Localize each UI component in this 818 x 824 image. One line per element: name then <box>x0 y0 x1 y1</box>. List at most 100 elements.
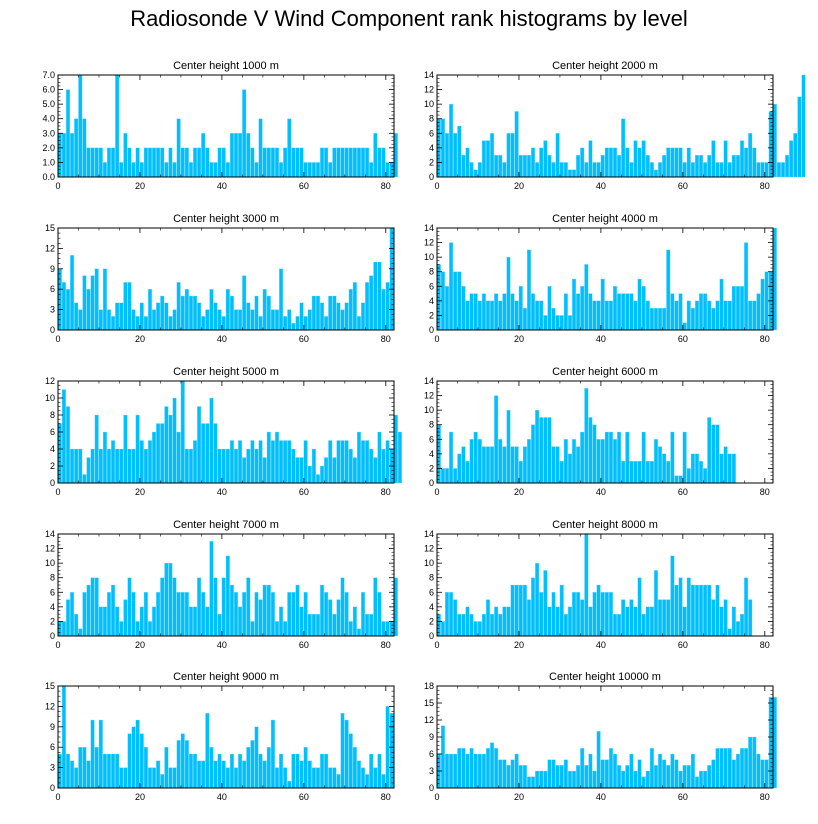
bar <box>324 592 329 637</box>
x-tick-label: 0 <box>55 487 60 497</box>
bar <box>572 770 576 789</box>
bar <box>315 295 320 331</box>
x-tick-label: 20 <box>514 334 524 344</box>
y-tick-label: 3.0 <box>42 128 55 138</box>
bar <box>518 460 523 484</box>
bar <box>344 147 349 178</box>
bar <box>361 302 365 331</box>
bar <box>193 753 197 789</box>
bar <box>160 295 165 331</box>
x-tick-label: 80 <box>760 334 770 344</box>
bar <box>498 439 503 484</box>
bar <box>473 169 478 178</box>
bar <box>465 460 470 484</box>
bar <box>111 584 116 637</box>
bar <box>184 592 189 637</box>
bar <box>608 748 613 789</box>
bar <box>340 713 345 789</box>
bar <box>172 309 177 331</box>
bar <box>727 300 732 331</box>
bar <box>793 133 798 178</box>
bar <box>596 584 601 637</box>
bar <box>258 118 263 178</box>
bar <box>703 584 708 637</box>
bar <box>658 307 663 331</box>
bar <box>328 767 333 789</box>
bar <box>205 309 210 331</box>
y-tick-label: 14 <box>424 223 434 233</box>
bar <box>98 309 103 331</box>
bar <box>506 409 511 484</box>
bar <box>332 767 337 789</box>
bar <box>490 133 495 178</box>
bar <box>715 424 720 484</box>
bar <box>234 448 238 484</box>
bar <box>320 584 324 637</box>
bar <box>94 577 99 637</box>
bar <box>287 309 292 331</box>
bar <box>156 147 161 178</box>
y-tick-label: 12 <box>424 544 434 554</box>
panel-2: Center height 2000 m 0 2 4 6 8 10 12 14 0 20 40 60 80 <box>424 60 806 191</box>
bar <box>361 767 365 789</box>
bar <box>246 747 251 789</box>
bar <box>494 606 499 637</box>
bar <box>238 440 243 484</box>
bar <box>502 759 507 789</box>
x-tick-label: 60 <box>299 640 309 650</box>
bar <box>119 302 124 331</box>
bar <box>695 453 699 484</box>
bar <box>217 753 222 789</box>
bar <box>78 747 83 789</box>
bar <box>621 293 626 331</box>
bar <box>193 440 197 484</box>
bar <box>70 760 75 789</box>
bar <box>188 753 193 789</box>
bar <box>555 765 560 789</box>
bar <box>637 577 642 637</box>
bar <box>115 606 120 637</box>
bar <box>82 592 87 637</box>
bar <box>315 162 320 178</box>
bar <box>559 584 564 637</box>
bar <box>262 457 267 484</box>
bar <box>445 592 449 637</box>
bar <box>275 767 279 789</box>
bar <box>258 440 263 484</box>
bar <box>617 293 622 331</box>
bar <box>324 147 329 178</box>
bar <box>98 719 103 789</box>
bar <box>678 770 683 789</box>
bar <box>115 302 120 331</box>
bar <box>707 300 712 331</box>
y-tick-label: 4.0 <box>42 114 55 124</box>
bar <box>377 261 382 331</box>
bar <box>119 621 124 637</box>
bar <box>266 147 271 178</box>
bar <box>625 431 630 484</box>
x-tick-label: 0 <box>434 487 439 497</box>
bar <box>662 154 667 178</box>
bar <box>74 118 79 178</box>
y-tick-label: 8 <box>50 573 55 583</box>
panel-10: Center height 10000 m 0 3 6 9 12 15 18 0 20 40 60 80 <box>424 671 777 802</box>
x-tick-label: 0 <box>434 334 439 344</box>
bar <box>740 286 744 331</box>
bar <box>641 776 646 789</box>
bar <box>94 268 99 331</box>
bar <box>551 446 556 484</box>
bar <box>682 765 687 789</box>
bar <box>707 584 712 637</box>
bar <box>633 770 638 789</box>
bar <box>311 613 316 637</box>
bar <box>94 414 99 484</box>
bar <box>246 133 251 178</box>
bar <box>699 293 703 331</box>
bar <box>78 448 83 484</box>
bar <box>797 96 802 178</box>
bar <box>361 592 365 637</box>
bar <box>393 133 398 178</box>
bar <box>584 264 589 331</box>
bar <box>695 776 699 789</box>
bar <box>772 103 777 178</box>
